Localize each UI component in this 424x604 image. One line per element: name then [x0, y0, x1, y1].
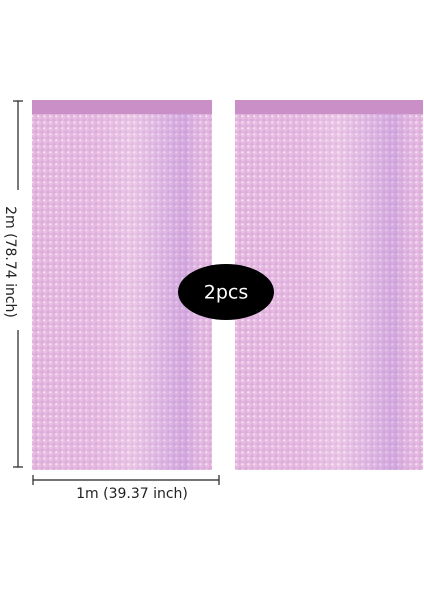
- height-label: 2m (78.74 inch): [2, 206, 18, 318]
- width-dimension: [32, 475, 220, 485]
- badge-label: 2pcs: [204, 282, 249, 304]
- height-label-bg: [8, 190, 28, 330]
- width-label: 1m (39.37 inch): [76, 486, 188, 502]
- badge: [178, 264, 274, 320]
